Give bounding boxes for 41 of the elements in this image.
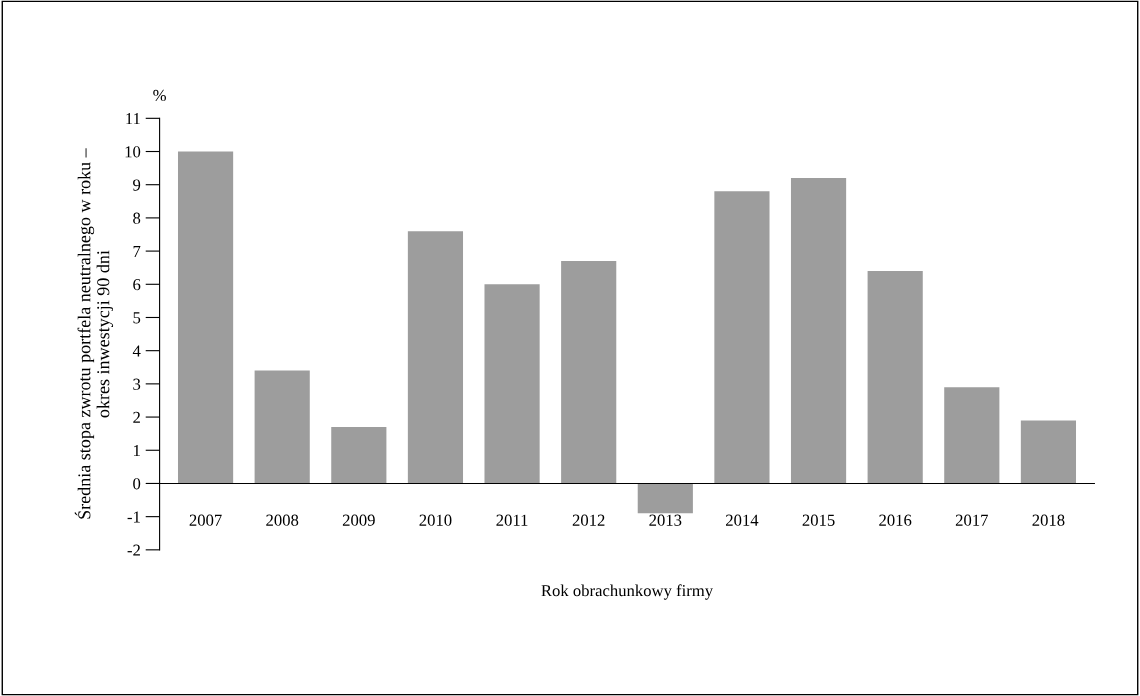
x-tick-label: 2014 (726, 514, 759, 526)
y-tick-label: 0 (133, 478, 141, 490)
y-tick-label: 11 (126, 113, 140, 125)
text: % (153, 89, 166, 102)
y-tick-label: 5 (133, 312, 141, 324)
y-tick-label: 3 (133, 378, 141, 390)
y-tick-label: 10 (125, 146, 141, 158)
bar (561, 261, 617, 484)
x-tick-label: 2013 (649, 514, 682, 526)
bar (1020, 420, 1077, 484)
bar (714, 191, 770, 484)
x-tick-label: 2016 (879, 514, 912, 526)
bar (867, 271, 923, 484)
x-tick-label: 2018 (1032, 514, 1065, 526)
bar (944, 387, 1000, 484)
x-axis-title: Rok obrachunkowy firmy (541, 584, 714, 600)
bar (637, 483, 693, 514)
x-tick-label: 2012 (572, 514, 605, 526)
x-tick-label: 2010 (419, 514, 452, 526)
y-tick-label: 2 (133, 411, 140, 423)
x-tick-label: 2017 (955, 514, 988, 526)
x-tick-label: 2007 (189, 514, 222, 526)
y-tick-label: 8 (133, 212, 141, 224)
y-tick-label: 9 (133, 179, 141, 191)
x-tick-label: 2008 (266, 514, 299, 526)
bar (331, 427, 387, 484)
bar (177, 151, 234, 484)
y-axis-title: Średnia stopa zwrotu portfela neutralnego w roku – okres inwestycji 90 dni (74, 148, 114, 519)
x-tick-label: 2009 (342, 514, 375, 526)
y-tick-label: 4 (132, 345, 141, 357)
bar (484, 284, 540, 484)
bar (407, 231, 464, 484)
x-tick-label: 2015 (802, 514, 835, 526)
y-tick-label: -1 (127, 511, 140, 523)
bar (790, 178, 847, 484)
y-tick-label: 6 (133, 279, 141, 291)
y-tick-label: 1 (133, 445, 140, 457)
y-tick-label: -2 (127, 544, 140, 556)
y-tick-label: 7 (133, 245, 141, 257)
x-tick-label: 2011 (496, 514, 528, 526)
bar (254, 370, 310, 484)
